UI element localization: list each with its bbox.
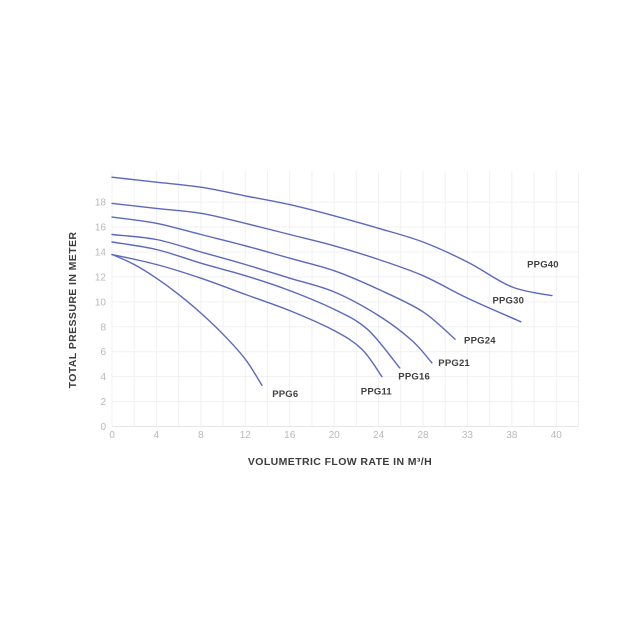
- series-label-PPG40: PPG40: [527, 259, 559, 270]
- x-tick-label: 40: [551, 430, 563, 441]
- series-label-PPG16: PPG16: [398, 372, 430, 383]
- x-tick-label: 0: [109, 430, 115, 441]
- y-tick-label: 16: [95, 223, 107, 234]
- series-curve-PPG30: [111, 202, 522, 323]
- series-label-PPG24: PPG24: [464, 335, 496, 346]
- series-curve-PPG6: [111, 253, 263, 387]
- x-tick-label: 8: [198, 430, 204, 441]
- series-label-PPG21: PPG21: [438, 358, 470, 369]
- series-curve-PPG11: [111, 253, 383, 378]
- y-tick-label: 6: [100, 347, 106, 358]
- x-tick-label: 4: [154, 430, 160, 441]
- series-label-PPG6: PPG6: [272, 389, 298, 400]
- series-curve-PPG21: [111, 233, 433, 364]
- y-tick-label: 10: [95, 297, 107, 308]
- y-tick-label: 18: [95, 198, 107, 209]
- x-tick-label: 24: [373, 430, 385, 441]
- y-tick-label: 8: [100, 322, 106, 333]
- y-axis-title: TOTAL PRESSURE IN METER: [67, 231, 79, 389]
- x-tick-label: 33: [462, 430, 474, 441]
- x-tick-label: 28: [417, 430, 429, 441]
- y-tick-label: 4: [100, 372, 106, 383]
- series-curve-PPG24: [111, 216, 456, 340]
- x-tick-label: 12: [240, 430, 252, 441]
- x-tick-label: 20: [329, 430, 341, 441]
- y-tick-label: 14: [95, 247, 107, 258]
- series-curve-PPG16: [111, 241, 401, 369]
- series-curve-PPG40: [111, 176, 553, 297]
- x-tick-label: 16: [284, 430, 296, 441]
- x-tick-label: 38: [506, 430, 518, 441]
- y-tick-label: 0: [100, 422, 106, 433]
- series-label-PPG30: PPG30: [492, 296, 524, 307]
- x-axis-title: VOLUMETRIC FLOW RATE IN M³/H: [247, 456, 433, 468]
- series-label-PPG11: PPG11: [361, 387, 393, 398]
- y-tick-label: 2: [100, 397, 106, 408]
- y-tick-label: 12: [95, 272, 107, 283]
